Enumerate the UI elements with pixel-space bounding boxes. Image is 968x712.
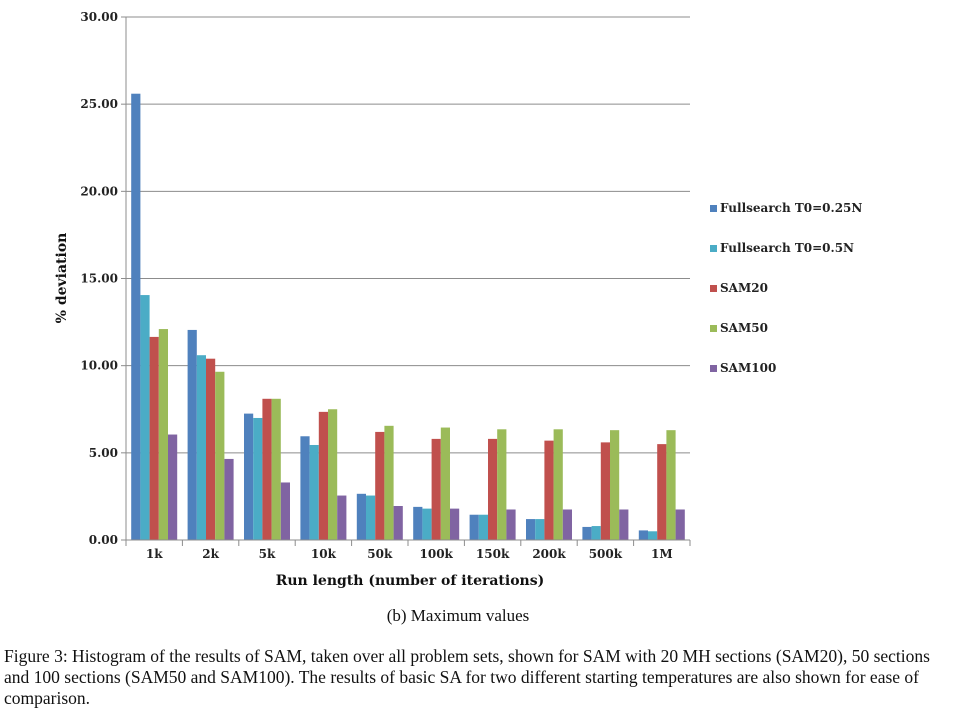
- legend-label: SAM50: [720, 321, 768, 335]
- bar-chart: 0.00 5.00 10.00 15.00 20.00 25.00 30.00 1k 2k 5k…: [54, 10, 862, 589]
- bars: [131, 93, 685, 540]
- bar: [506, 509, 516, 540]
- bar: [271, 398, 281, 540]
- bar: [366, 495, 376, 540]
- legend-label: SAM100: [720, 361, 776, 375]
- x-tick-label: 2k: [202, 547, 219, 561]
- legend-swatch: [710, 245, 717, 252]
- x-tick-label: 50k: [367, 547, 393, 561]
- bar: [196, 355, 206, 540]
- bar: [206, 358, 216, 540]
- bar: [384, 425, 394, 540]
- bar: [450, 508, 460, 540]
- bar: [666, 430, 676, 540]
- x-tick-label: 1M: [651, 547, 673, 561]
- y-tick-label: 20.00: [80, 184, 118, 198]
- axes: [121, 16, 691, 546]
- bar: [497, 429, 507, 540]
- x-tick-label: 5k: [259, 547, 276, 561]
- bar: [562, 509, 572, 540]
- x-axis-title: Run length (number of iterations): [276, 573, 545, 589]
- bar: [215, 371, 225, 540]
- x-tick-label: 150k: [476, 547, 510, 561]
- bar: [582, 526, 592, 540]
- bar: [440, 427, 450, 540]
- legend-label: Fullsearch T0=0.5N: [720, 241, 854, 255]
- x-tick-label: 100k: [420, 547, 454, 561]
- bar: [535, 519, 545, 540]
- bar: [140, 295, 150, 540]
- bar: [422, 508, 432, 540]
- bar: [375, 431, 385, 540]
- bar: [356, 493, 366, 540]
- y-tick-labels: 0.00 5.00 10.00 15.00 20.00 25.00 30.00: [80, 10, 118, 547]
- legend-label: Fullsearch T0=0.25N: [720, 201, 862, 215]
- bar: [187, 329, 197, 540]
- bar: [657, 444, 667, 540]
- bar: [619, 509, 629, 540]
- bar: [638, 530, 648, 540]
- y-tick-label: 5.00: [89, 446, 118, 460]
- bar: [309, 444, 319, 540]
- bar: [469, 514, 479, 540]
- legend-swatch: [710, 325, 717, 332]
- legend-swatch: [710, 365, 717, 372]
- bar: [253, 417, 263, 540]
- bar: [675, 509, 685, 540]
- x-tick-label: 10k: [311, 547, 337, 561]
- y-tick-label: 10.00: [80, 359, 118, 373]
- bar: [610, 430, 620, 540]
- x-tick-label: 500k: [589, 547, 623, 561]
- bar: [328, 409, 338, 540]
- bar: [300, 436, 310, 540]
- legend-swatch: [710, 285, 717, 292]
- bar: [591, 526, 601, 540]
- bar: [149, 336, 159, 540]
- bar: [158, 329, 168, 540]
- legend: Fullsearch T0=0.25N Fullsearch T0=0.5N SAM…: [710, 201, 862, 375]
- y-tick-label: 25.00: [80, 97, 118, 111]
- bar: [131, 93, 141, 540]
- y-tick-label: 0.00: [89, 533, 118, 547]
- bar: [168, 434, 178, 540]
- x-tick-labels: 1k 2k 5k 10k 50k 100k 150k 200k 500k 1M: [146, 547, 673, 561]
- figure-caption: Figure 3: Histogram of the results of SA…: [4, 646, 930, 708]
- y-axis-title: % deviation: [54, 233, 70, 324]
- bar: [262, 398, 272, 540]
- bar: [337, 495, 347, 540]
- y-tick-label: 30.00: [80, 10, 118, 24]
- bar: [393, 506, 403, 540]
- legend-label: SAM20: [720, 281, 768, 295]
- x-tick-label: 200k: [532, 547, 566, 561]
- bar: [648, 531, 658, 540]
- bar: [244, 413, 254, 540]
- bar: [318, 411, 328, 540]
- y-tick-label: 15.00: [80, 272, 118, 286]
- bar: [488, 438, 498, 540]
- bar: [600, 442, 610, 540]
- bar: [544, 440, 554, 540]
- bar: [224, 458, 234, 540]
- bar: [413, 506, 423, 540]
- bar: [526, 519, 536, 540]
- bar: [280, 482, 290, 540]
- subcaption: (b) Maximum values: [386, 606, 530, 625]
- x-tick-label: 1k: [146, 547, 163, 561]
- bar: [431, 438, 441, 540]
- bar: [478, 514, 488, 540]
- legend-swatch: [710, 205, 717, 212]
- bar: [553, 429, 563, 540]
